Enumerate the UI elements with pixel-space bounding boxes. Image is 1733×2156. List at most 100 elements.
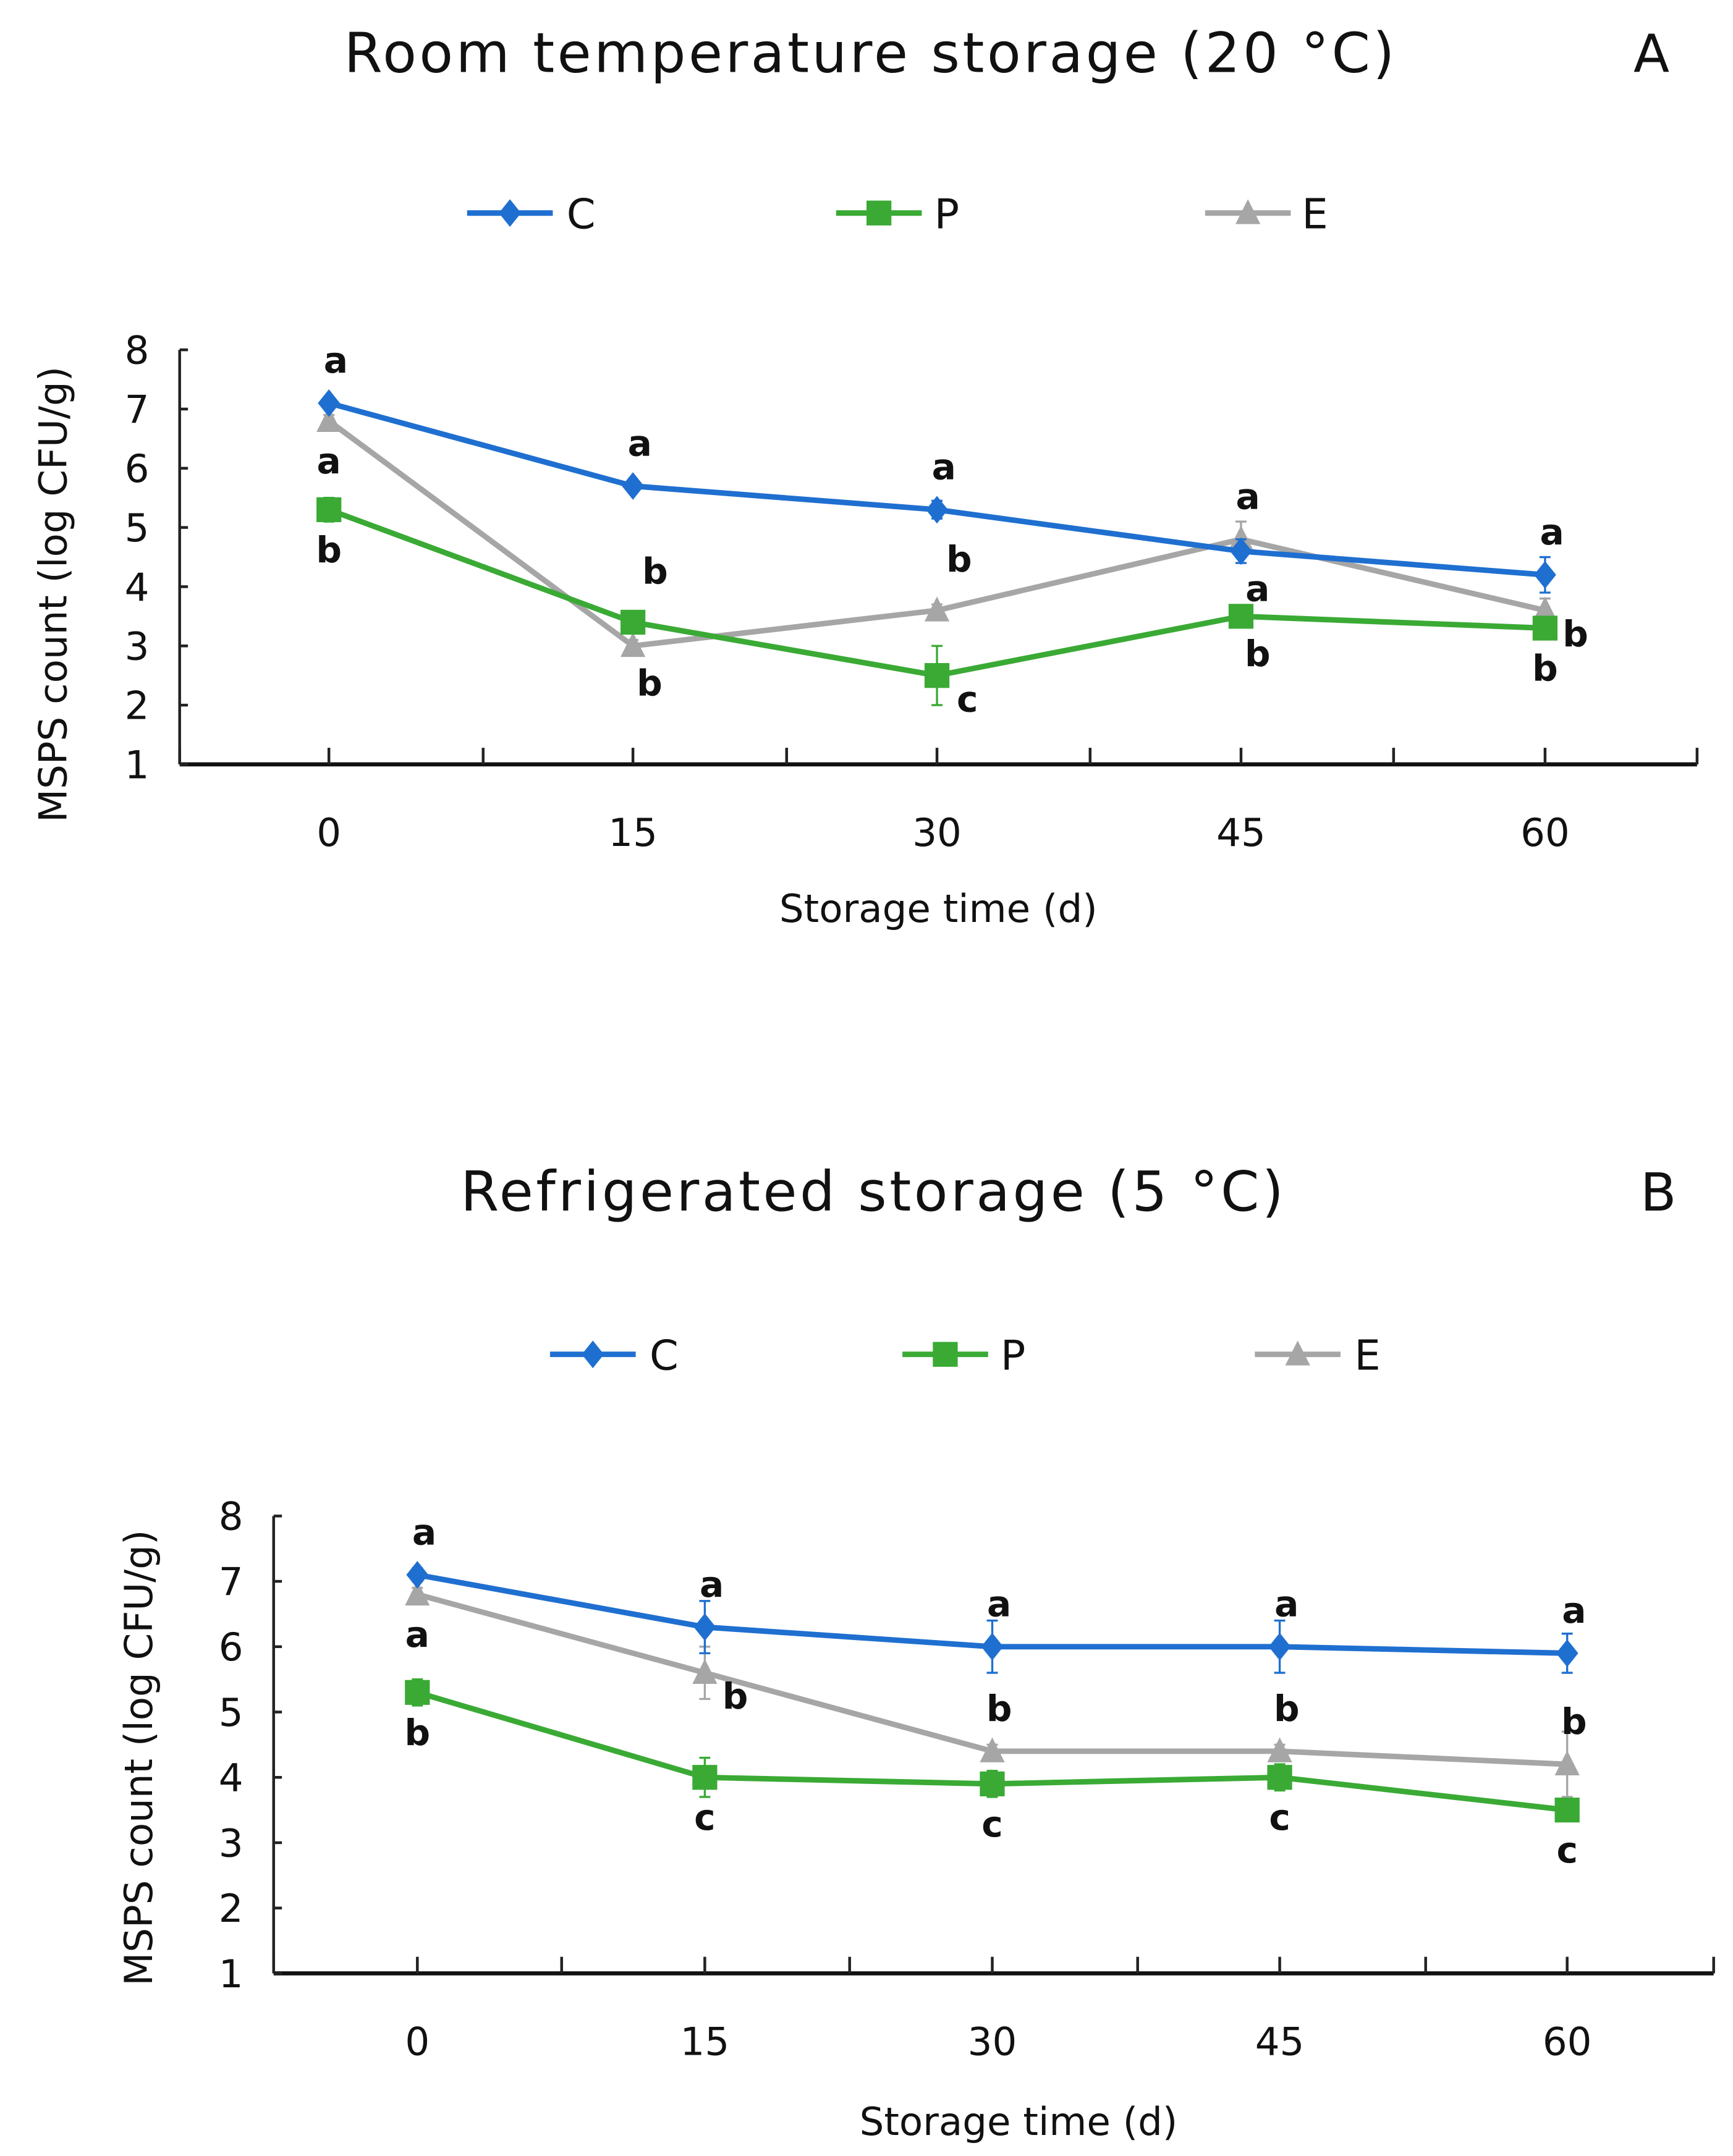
legend-marker: [933, 1342, 958, 1367]
legend-item-E: E: [1205, 190, 1328, 238]
data-point: [924, 663, 950, 688]
x-tick-label: 30: [912, 810, 962, 855]
y-tick-label: 5: [219, 1690, 244, 1735]
significance-letter: a: [932, 446, 956, 488]
data-point: [1268, 1633, 1291, 1661]
data-point: [1534, 560, 1556, 589]
data-point: [1554, 1798, 1580, 1823]
legend-marker: [1235, 199, 1261, 224]
legend-label: P: [1001, 1331, 1025, 1379]
significance-letter: a: [700, 1563, 724, 1605]
data-point: [620, 632, 646, 657]
significance-letter: b: [1562, 613, 1588, 655]
y-tick-label: 7: [219, 1559, 244, 1604]
data-point: [692, 1659, 718, 1684]
data-point: [924, 596, 950, 622]
y-tick-label: 1: [219, 1951, 244, 1997]
legend-label: C: [650, 1331, 679, 1379]
data-point: [622, 472, 644, 500]
panel-label: A: [1633, 24, 1669, 85]
legend-marker: [1285, 1340, 1310, 1366]
legend-label: C: [567, 190, 596, 238]
data-point: [318, 389, 341, 417]
significance-letter: a: [1540, 511, 1564, 553]
x-tick-label: 0: [316, 810, 341, 855]
panel-label: B: [1640, 1162, 1676, 1224]
significance-letter: b: [946, 538, 972, 580]
significance-letter: a: [412, 1511, 436, 1553]
legend-item-E: E: [1255, 1331, 1381, 1379]
significance-letter: a: [628, 422, 652, 464]
data-point: [1228, 604, 1254, 629]
series-P: [316, 497, 1558, 706]
data-point: [1532, 615, 1558, 641]
data-point: [406, 1561, 429, 1589]
chart-title: Refrigerated storage (5 °C): [460, 1160, 1286, 1224]
y-tick-label: 8: [125, 328, 150, 373]
significance-letter: c: [1556, 1829, 1577, 1871]
legend-marker: [582, 1340, 604, 1369]
series-P: [405, 1678, 1580, 1823]
significance-letter: c: [694, 1796, 715, 1838]
y-tick-label: 1: [125, 742, 150, 787]
significance-letter: a: [1274, 1583, 1299, 1625]
x-tick-label: 45: [1255, 2019, 1305, 2064]
data-point: [981, 1633, 1004, 1661]
y-tick-label: 2: [125, 683, 150, 728]
significance-letter: b: [722, 1675, 748, 1717]
legend-label: P: [934, 190, 959, 238]
significance-letter: b: [637, 662, 663, 704]
y-tick-label: 4: [219, 1756, 244, 1801]
data-point: [692, 1765, 718, 1790]
legend-item-P: P: [836, 190, 959, 238]
legend-label: E: [1302, 190, 1328, 238]
series-C: [318, 389, 1556, 594]
data-point: [316, 497, 342, 522]
data-point: [1230, 537, 1252, 565]
y-tick-label: 4: [125, 565, 150, 610]
data-point: [1267, 1765, 1292, 1790]
series-C: [406, 1561, 1578, 1674]
y-tick-label: 7: [125, 387, 150, 432]
significance-letter: c: [957, 678, 978, 720]
legend-item-C: C: [549, 1331, 679, 1379]
legend-marker: [499, 199, 521, 227]
y-tick-label: 6: [219, 1625, 244, 1670]
y-tick-label: 5: [125, 505, 150, 551]
x-axis-label: Storage time (d): [860, 2099, 1178, 2144]
chart-title: Room temperature storage (20 °C): [344, 22, 1397, 86]
series-E: [405, 1580, 1580, 1798]
data-point: [1267, 1737, 1292, 1762]
data-point: [405, 1580, 430, 1606]
y-tick-label: 8: [219, 1494, 244, 1539]
x-axis-label: Storage time (d): [779, 886, 1098, 931]
data-point: [693, 1613, 716, 1641]
data-point: [1554, 1750, 1580, 1775]
significance-letter: a: [324, 339, 348, 381]
y-tick-label: 3: [219, 1820, 244, 1866]
significance-letter: a: [1236, 476, 1260, 518]
significance-letter: a: [317, 440, 341, 482]
significance-letter: b: [1561, 1701, 1587, 1743]
significance-letter: b: [642, 550, 668, 592]
data-point: [926, 496, 948, 524]
significance-letter: a: [987, 1583, 1011, 1625]
legend-marker: [866, 200, 892, 226]
x-tick-label: 30: [968, 2019, 1017, 2064]
significance-letter: b: [1245, 633, 1271, 675]
significance-letter: c: [1269, 1796, 1290, 1838]
chart-refrigerated: Refrigerated storage (5 °C) B Storage ti…: [116, 1160, 1715, 2144]
series-line: [328, 400, 1546, 578]
significance-letter: b: [1532, 647, 1558, 689]
y-tick-label: 2: [219, 1886, 244, 1931]
legend-item-C: C: [467, 190, 596, 238]
x-tick-label: 60: [1543, 2019, 1592, 2064]
significance-letter: b: [316, 529, 342, 571]
significance-letter: b: [404, 1712, 430, 1754]
x-tick-label: 60: [1520, 810, 1570, 855]
y-tick-label: 6: [125, 446, 150, 491]
significance-letter: b: [986, 1688, 1012, 1730]
significance-letter: b: [1274, 1688, 1300, 1730]
data-point: [620, 609, 646, 635]
